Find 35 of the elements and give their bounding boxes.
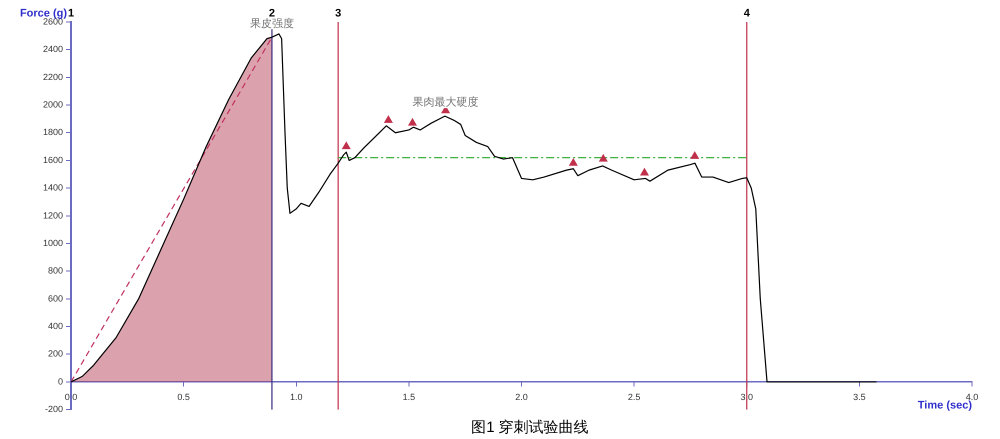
y-tick-label: 400 [48, 321, 64, 332]
annotation: 果皮强度 [250, 16, 294, 30]
caption: 图1 穿刺试验曲线 [470, 418, 590, 438]
x-tick-label: 1.0 [290, 392, 303, 402]
y-tick-label: 2400 [42, 44, 64, 54]
point [408, 118, 417, 126]
x-tick-label: 2.5 [628, 392, 640, 402]
point [384, 116, 392, 123]
point [690, 152, 699, 159]
point [599, 154, 608, 162]
x-tick-label: 1.5 [402, 392, 416, 402]
y-tick-label: 2000 [42, 100, 64, 110]
y-tick-label: 1000 [42, 238, 64, 248]
y-tick-label: 1400 [42, 182, 64, 193]
x-axis-title: Time (sec) [918, 399, 972, 412]
x-tick-label: 4.0 [966, 392, 978, 402]
x-tick-label: 0.5 [177, 392, 190, 402]
x-tick-label: 2.0 [515, 392, 528, 402]
text: 4 [744, 8, 751, 20]
y-tick-label: 1600 [42, 154, 64, 165]
y-tick-label: 1200 [42, 210, 64, 220]
x-tick-label: 3.5 [853, 392, 866, 402]
y-tick-label: -200 [45, 404, 64, 414]
y-tick-label: 800 [48, 266, 64, 276]
point [640, 168, 649, 176]
point [569, 158, 578, 166]
y-tick-label: 200 [48, 348, 64, 359]
y-tick-label: 0 [58, 376, 64, 386]
text: 1 [68, 8, 74, 20]
annotation: 果肉最大硬度 [412, 96, 479, 109]
point [342, 142, 350, 150]
y-tick-label: 2200 [42, 72, 64, 82]
y-tick-label: 1800 [42, 127, 64, 138]
y-tick-label: 600 [48, 293, 64, 304]
text: 3 [335, 8, 342, 20]
